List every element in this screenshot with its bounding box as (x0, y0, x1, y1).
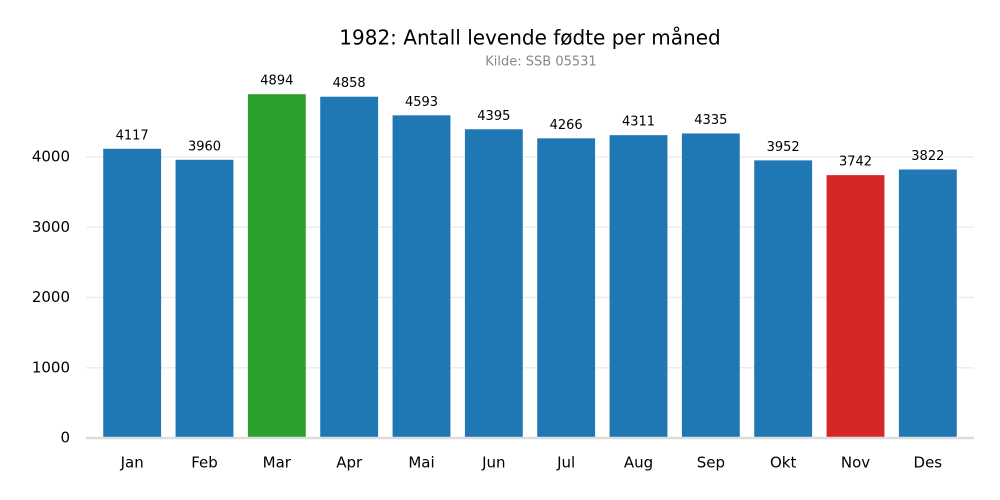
value-label: 4858 (333, 76, 366, 91)
value-label: 4593 (405, 95, 438, 110)
x-tick-label: Feb (191, 454, 218, 472)
value-label: 4266 (550, 118, 583, 133)
bar (247, 94, 306, 438)
value-label: 4117 (116, 128, 149, 143)
x-tick-label: Mar (263, 454, 292, 472)
x-tick-label: Jul (556, 454, 575, 472)
x-tick-label: Mai (408, 454, 434, 472)
x-tick-label: Des (914, 454, 943, 472)
y-tick-label: 2000 (32, 288, 70, 306)
chart-title: 1982: Antall levende fødte per måned (339, 26, 720, 50)
x-tick-label: Aug (624, 454, 653, 472)
bar (464, 129, 523, 438)
bar (320, 96, 379, 439)
value-label: 4311 (622, 115, 655, 130)
value-label: 3742 (839, 155, 872, 170)
y-tick-label: 1000 (32, 358, 70, 376)
value-label: 4395 (477, 109, 510, 124)
value-label: 4335 (694, 113, 727, 128)
value-label: 3822 (911, 149, 944, 164)
bar (537, 138, 596, 438)
bar (681, 133, 740, 438)
value-label: 4894 (260, 74, 293, 89)
bar (175, 159, 234, 438)
value-label: 3960 (188, 139, 221, 154)
x-tick-label: Apr (336, 454, 363, 472)
bar (898, 169, 957, 438)
y-tick-label: 3000 (32, 218, 70, 236)
y-tick-label: 4000 (32, 148, 70, 166)
bar (103, 148, 162, 438)
bar (826, 175, 885, 438)
x-tick-label: Jan (120, 454, 144, 472)
bar (609, 135, 668, 438)
bar (754, 160, 813, 438)
x-tick-label: Okt (770, 454, 796, 472)
bar (392, 115, 451, 439)
x-tick-label: Nov (841, 454, 870, 472)
value-label: 3952 (767, 140, 800, 155)
chart-subtitle: Kilde: SSB 05531 (485, 55, 596, 70)
x-tick-label: Sep (697, 454, 725, 472)
y-tick-label: 0 (60, 429, 70, 447)
x-tick-label: Jun (481, 454, 505, 472)
